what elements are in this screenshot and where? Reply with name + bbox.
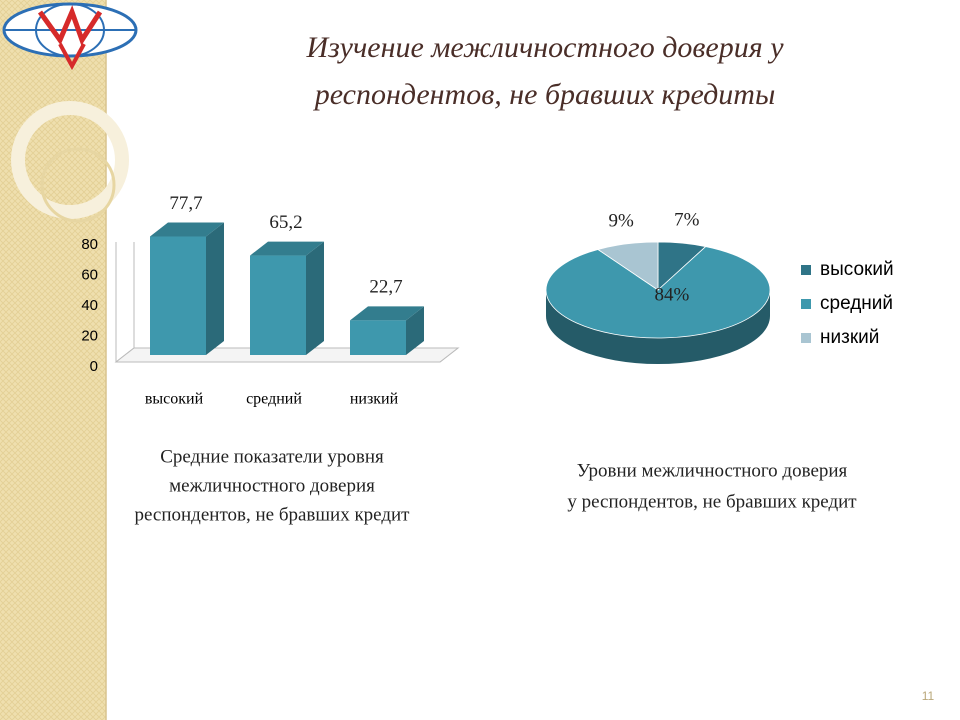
- y-tick-label: 80: [81, 236, 98, 253]
- bar: [350, 320, 406, 355]
- y-tick-label: 40: [81, 297, 98, 314]
- bar-top: [350, 306, 424, 321]
- slide-title: Изучение межличностного доверия у: [305, 31, 784, 64]
- logo: [2, 2, 138, 71]
- decor-ring: [40, 147, 116, 223]
- page-number: 11: [922, 689, 935, 703]
- y-tick-label: 20: [81, 327, 98, 344]
- value-label: 65,2: [269, 212, 302, 233]
- legend-swatch: [801, 265, 811, 275]
- slide-title: респондентов, не бравших кредиты: [313, 78, 776, 111]
- bar: [150, 236, 206, 355]
- y-tick-label: 0: [90, 358, 98, 375]
- value-label: 77,7: [169, 193, 202, 214]
- decor-ring: [11, 101, 129, 219]
- x-tick-label: средний: [246, 391, 302, 408]
- x-tick-label: низкий: [350, 391, 399, 408]
- x-tick-label: высокий: [145, 391, 204, 408]
- value-label: 9%: [608, 210, 634, 231]
- bar: [250, 255, 306, 355]
- legend-label: средний: [820, 293, 893, 314]
- pie-slice: [597, 241, 659, 291]
- chart-caption: межличностного доверия: [169, 475, 375, 496]
- side-strip: [0, 0, 106, 720]
- pie-side: [546, 290, 770, 364]
- chart-caption: Уровни межличностного доверия: [577, 460, 848, 481]
- legend-swatch: [801, 299, 811, 309]
- bar-top: [250, 241, 324, 256]
- chart-caption: респондентов, не бравших кредит: [135, 504, 411, 525]
- value-label: 22,7: [369, 277, 402, 298]
- legend-label: высокий: [820, 259, 894, 280]
- bar-side: [206, 222, 224, 355]
- value-label: 84%: [654, 284, 689, 305]
- pie-slice: [545, 246, 771, 339]
- bar-side: [306, 241, 324, 355]
- bar-side: [406, 306, 424, 355]
- legend-swatch: [801, 333, 811, 343]
- y-tick-label: 60: [81, 266, 98, 283]
- chart-caption: у респондентов, не бравших кредит: [567, 491, 857, 512]
- bar-top: [150, 222, 224, 237]
- chart-caption: Средние показатели уровня: [160, 446, 384, 467]
- legend-label: низкий: [820, 327, 879, 348]
- value-label: 7%: [674, 209, 700, 230]
